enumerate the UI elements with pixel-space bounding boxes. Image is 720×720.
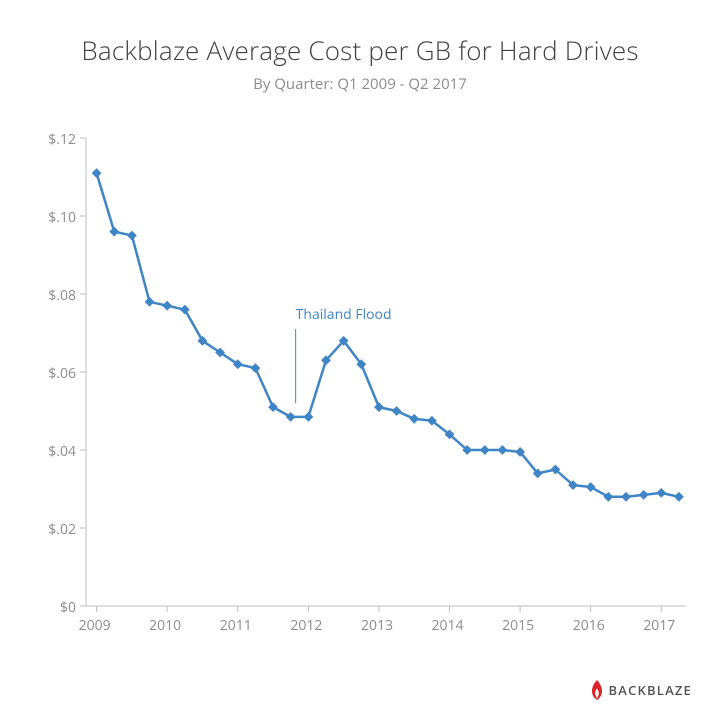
- chart-container: Backblaze Average Cost per GB for Hard D…: [0, 0, 720, 720]
- footer-logo: BACKBLAZE: [589, 680, 692, 700]
- x-tick-label: 2010: [149, 616, 181, 635]
- plot-svg: [86, 138, 686, 606]
- x-tick-label: 2016: [573, 616, 605, 635]
- plot-area: [86, 138, 686, 606]
- y-tick-label: $.06: [48, 364, 76, 383]
- chart-subtitle: By Quarter: Q1 2009 - Q2 2017: [0, 74, 720, 94]
- y-tick-label: $.10: [48, 208, 76, 227]
- x-tick-label: 2013: [361, 616, 393, 635]
- x-tick-label: 2015: [502, 616, 534, 635]
- x-tick-label: 2012: [290, 616, 322, 635]
- y-tick-label: $.02: [48, 520, 76, 539]
- x-tick-label: 2009: [79, 616, 111, 635]
- flame-icon: [589, 680, 605, 700]
- y-tick-label: $.12: [48, 130, 76, 149]
- brand-wordmark: BACKBLAZE: [609, 681, 692, 699]
- annotation-thailand-flood: Thailand Flood: [296, 305, 392, 324]
- x-tick-label: 2014: [432, 616, 464, 635]
- y-tick-label: $.04: [48, 442, 76, 461]
- x-tick-label: 2011: [220, 616, 252, 635]
- y-tick-label: $0: [60, 598, 76, 617]
- x-tick-label: 2017: [643, 616, 675, 635]
- y-tick-label: $.08: [48, 286, 76, 305]
- chart-title: Backblaze Average Cost per GB for Hard D…: [0, 32, 720, 68]
